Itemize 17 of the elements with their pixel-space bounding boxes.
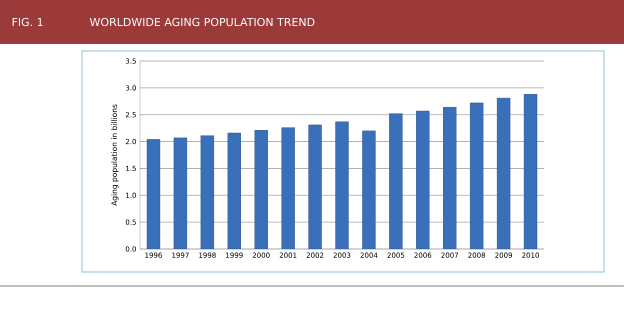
bar — [524, 94, 538, 249]
bar — [416, 110, 430, 249]
bar — [335, 122, 349, 249]
bar — [281, 127, 295, 249]
bar — [200, 135, 214, 249]
bar — [443, 106, 456, 249]
bar — [308, 124, 322, 249]
bar — [470, 102, 484, 249]
bar — [146, 139, 160, 249]
bar — [362, 130, 376, 249]
bar — [254, 130, 268, 249]
caption: FIG. 1 — [12, 18, 43, 26]
bar — [174, 138, 188, 249]
bar — [496, 98, 510, 249]
bar — [389, 113, 403, 249]
chart-title: WORLDWIDE AGING POPULATION TREND — [90, 18, 314, 26]
bar — [228, 132, 241, 249]
